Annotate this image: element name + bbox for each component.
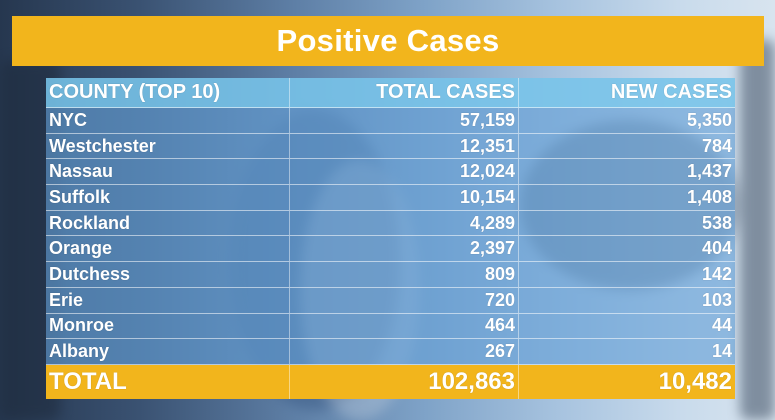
table-row: Suffolk 10,154 1,408 — [46, 185, 735, 211]
new-cases-cell: 103 — [701, 289, 732, 310]
total-cases-cell: 12,351 — [290, 133, 519, 159]
table-row: Rockland 4,289 538 — [46, 210, 735, 237]
new-cases-cell: 1,408 — [686, 186, 732, 207]
table-row: Westchester 12,351 784 — [46, 133, 735, 160]
county-cell: Orange — [46, 236, 290, 262]
county-cell: NYC — [46, 108, 290, 133]
new-cases-cell: 784 — [701, 135, 732, 156]
total-cases-cell: 267 — [290, 339, 519, 364]
table-row: NYC 57,159 5,350 — [46, 108, 735, 134]
new-cases-cell: 5,350 — [686, 109, 732, 130]
county-cell: Dutchess — [46, 262, 290, 287]
total-cases-cell: 720 — [290, 287, 519, 313]
cases-table: COUNTY (TOP 10) TOTAL CASES NEW CASES NY… — [46, 78, 735, 399]
table-row: Monroe 464 44 — [46, 313, 735, 340]
total-cases-cell: 12,024 — [290, 159, 519, 185]
new-cases-cell: 404 — [701, 238, 732, 259]
header-county: COUNTY (TOP 10) — [46, 78, 290, 107]
slide-title: Positive Cases — [276, 23, 500, 58]
total-cases-sum: 102,863 — [290, 364, 519, 399]
county-cell: Monroe — [46, 313, 290, 339]
total-cases-cell: 464 — [290, 313, 519, 339]
county-cell: Suffolk — [46, 185, 290, 210]
title-banner: Positive Cases — [12, 16, 764, 66]
table-row: Albany 267 14 — [46, 339, 735, 365]
new-cases-sum: 10,482 — [658, 367, 732, 395]
county-cell: Erie — [46, 287, 290, 313]
new-cases-cell: 538 — [701, 212, 732, 233]
header-total-cases: TOTAL CASES — [290, 78, 519, 107]
table-row: Nassau 12,024 1,437 — [46, 159, 735, 186]
county-cell: Westchester — [46, 133, 290, 159]
new-cases-cell: 1,437 — [686, 161, 732, 182]
total-cases-cell: 2,397 — [290, 236, 519, 262]
background-photo-edge — [740, 40, 775, 420]
new-cases-cell: 14 — [711, 341, 732, 362]
new-cases-cell: 142 — [701, 263, 732, 284]
total-cases-cell: 4,289 — [290, 210, 519, 236]
table-row: Erie 720 103 — [46, 287, 735, 314]
total-cases-cell: 809 — [290, 262, 519, 287]
county-cell: Nassau — [46, 159, 290, 185]
total-label: TOTAL — [46, 364, 290, 399]
table-header-row: COUNTY (TOP 10) TOTAL CASES NEW CASES — [46, 78, 735, 108]
county-cell: Albany — [46, 339, 290, 364]
table-row: Dutchess 809 142 — [46, 262, 735, 288]
county-cell: Rockland — [46, 210, 290, 236]
header-new-cases: NEW CASES — [610, 81, 732, 103]
total-cases-cell: 10,154 — [290, 185, 519, 210]
total-cases-cell: 57,159 — [290, 108, 519, 133]
new-cases-cell: 44 — [711, 315, 732, 336]
table-total-row: TOTAL 102,863 10,482 — [46, 364, 735, 399]
table-row: Orange 2,397 404 — [46, 236, 735, 263]
